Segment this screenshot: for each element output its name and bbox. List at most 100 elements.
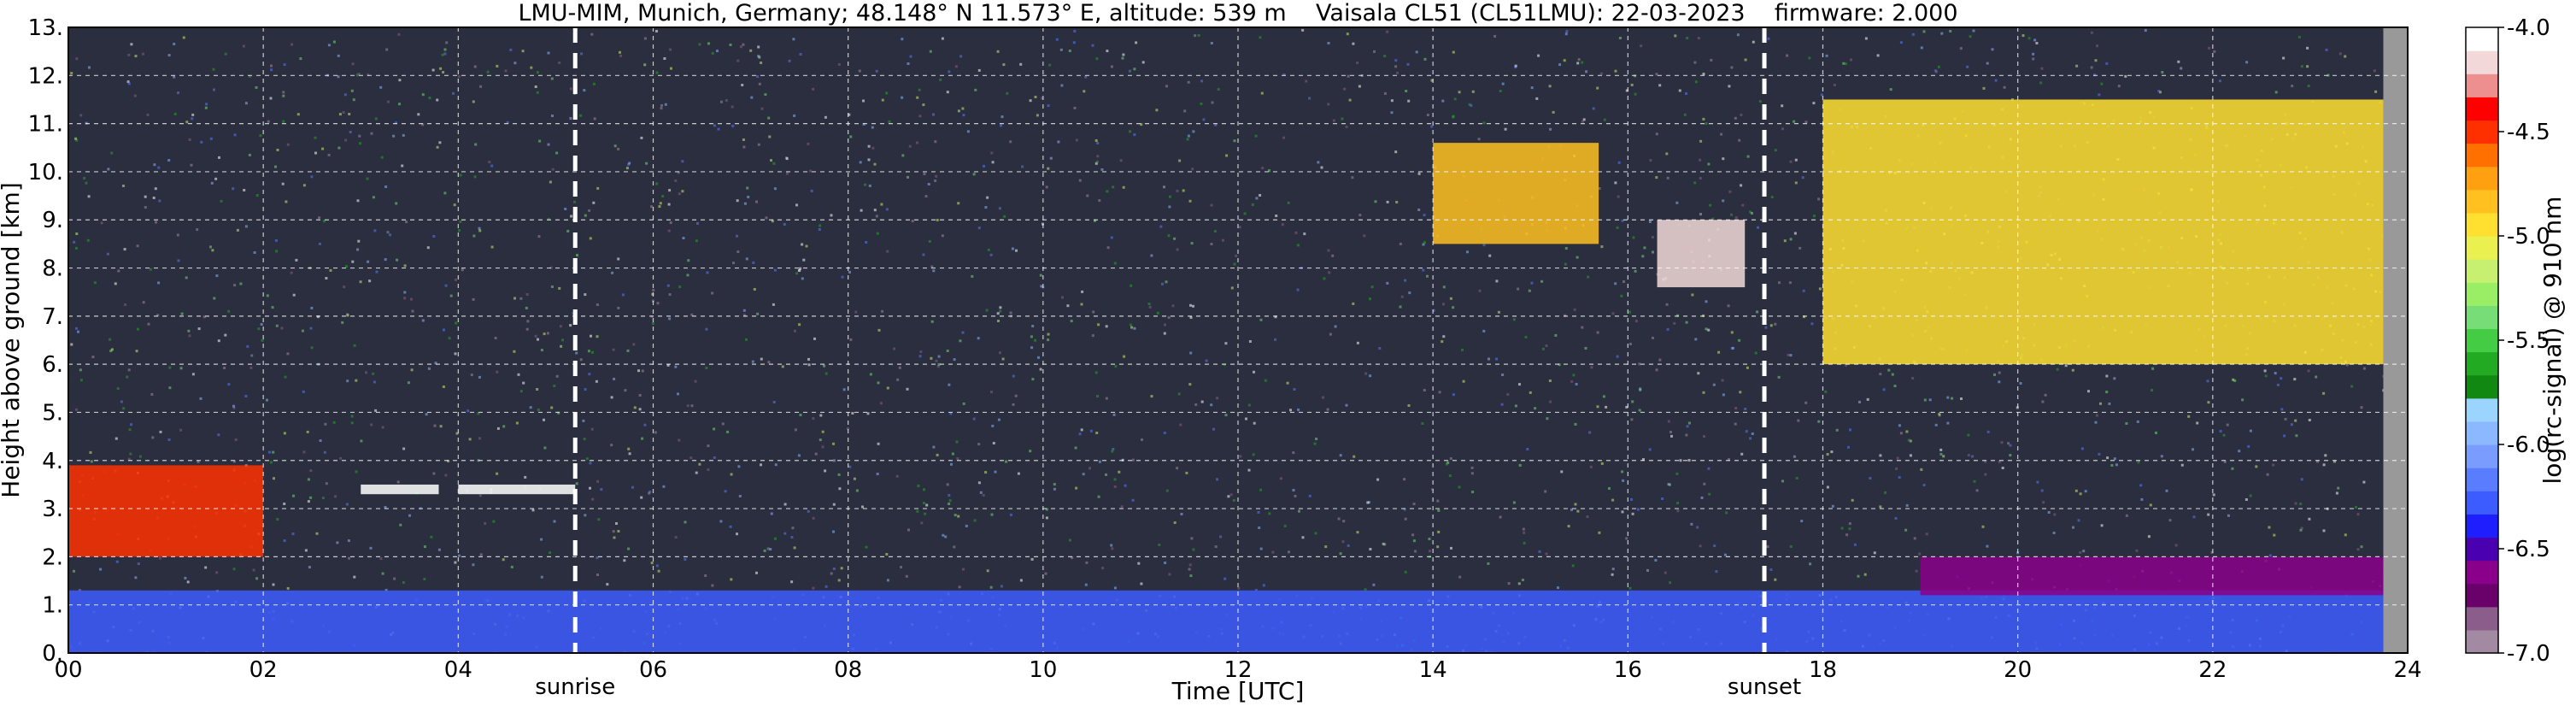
noise-speck [633,406,637,409]
noise-speck [366,177,369,180]
noise-speck [283,432,286,435]
noise-speck [1616,226,1619,229]
noise-speck [381,426,384,429]
noise-speck [1705,122,1708,126]
noise-speck [1651,236,1654,239]
noise-speck [745,338,748,341]
noise-speck [1631,512,1634,515]
noise-speck [686,404,689,408]
noise-speck [1746,366,1749,369]
noise-speck [1751,432,1754,435]
noise-speck [2098,93,2101,97]
noise-speck [2115,463,2118,467]
x-axis-label: Time [UTC] [1171,677,1305,705]
noise-speck [886,579,889,582]
noise-speck [179,367,183,370]
noise-speck [1011,247,1014,250]
noise-speck [1095,432,1099,434]
noise-speck [758,82,761,85]
noise-speck [1271,550,1275,554]
noise-speck [930,265,934,268]
noise-speck [1596,331,1599,334]
noise-speck [651,292,654,296]
noise-speck [1703,482,1706,485]
noise-speck [989,585,993,589]
noise-speck [651,322,654,325]
noise-speck [1514,64,1517,68]
noise-speck [239,282,243,285]
noise-speck [1404,570,1407,574]
noise-speck [973,519,977,522]
noise-speck [295,258,298,262]
noise-speck [684,558,687,561]
noise-speck [255,577,259,580]
noise-speck [454,352,457,356]
noise-speck [1504,127,1507,131]
noise-speck [1173,237,1177,240]
noise-speck [173,112,177,115]
noise-speck [336,541,339,544]
noise-speck [767,116,771,120]
noise-speck [1535,97,1539,100]
noise-speck [1640,44,1643,48]
noise-speck [2322,463,2326,467]
noise-speck [1019,579,1023,582]
noise-speck [79,379,83,382]
noise-speck [1882,388,1886,391]
noise-speck [792,38,795,41]
noise-speck [2105,62,2109,65]
noise-speck [819,438,822,442]
noise-speck [1075,138,1078,142]
noise-speck [1884,491,1887,494]
noise-speck [974,88,977,91]
noise-speck [991,161,995,164]
noise-speck [1734,422,1737,426]
noise-speck [244,225,248,228]
noise-speck [316,315,320,319]
noise-speck [1499,90,1502,92]
noise-speck [1378,347,1382,350]
noise-speck [866,412,870,415]
noise-speck [742,145,746,149]
noise-speck [1301,28,1305,32]
noise-speck [1341,540,1345,544]
noise-speck [596,303,599,306]
noise-speck [1634,320,1638,323]
noise-speck [526,320,530,323]
noise-speck [885,208,889,211]
noise-speck [2019,382,2022,385]
noise-speck [88,66,91,69]
y-tick-label: 1. [42,593,63,619]
noise-speck [473,65,477,68]
noise-speck [1643,246,1646,250]
noise-speck [2276,383,2280,386]
noise-speck [1105,397,1108,400]
noise-speck [188,334,191,338]
noise-speck [566,229,570,232]
noise-speck [244,395,248,397]
noise-speck [986,569,989,573]
noise-speck [110,348,114,351]
noise-speck [448,337,451,340]
noise-speck [1614,282,1617,285]
noise-speck [2266,473,2269,476]
noise-speck [124,303,127,306]
noise-speck [1631,400,1634,403]
noise-speck [669,48,672,51]
noise-speck [1289,409,1292,412]
noise-speck [1105,473,1107,476]
noise-speck [1177,392,1181,396]
noise-speck [2355,505,2357,509]
noise-speck [211,249,214,252]
noise-speck [1517,287,1520,291]
y-tick-label: 11. [28,112,63,138]
noise-speck [742,309,746,312]
noise-speck [2080,447,2084,450]
noise-speck [1423,214,1426,217]
noise-speck [742,43,745,46]
noise-speck [273,477,275,480]
noise-speck [698,43,701,46]
noise-speck [1614,181,1617,185]
noise-speck [1383,91,1387,95]
colorbar-segment [2466,166,2498,191]
